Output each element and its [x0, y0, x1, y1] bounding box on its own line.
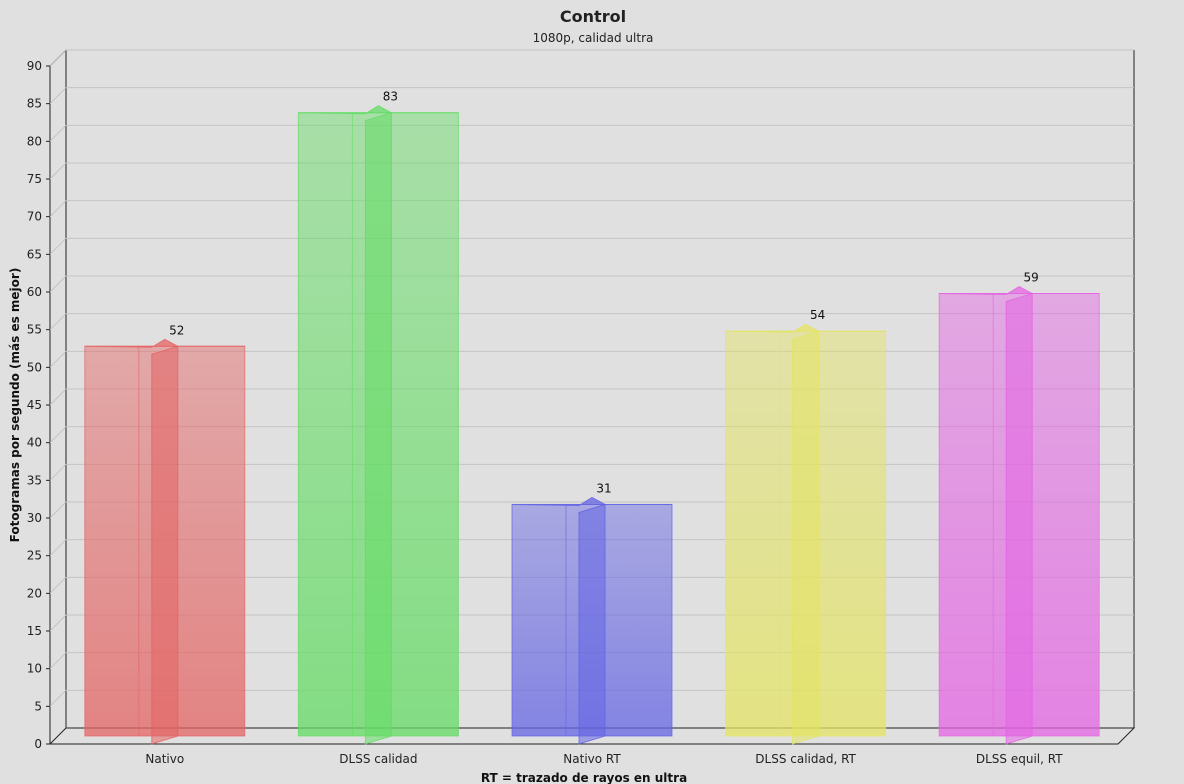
x-axis-label: RT = trazado de rayos en ultra	[481, 771, 687, 784]
gridline-side	[49, 388, 67, 406]
x-category-label: DLSS calidad, RT	[755, 752, 856, 766]
y-tick-label: 75	[27, 172, 42, 186]
x-category-label: Nativo RT	[563, 752, 621, 766]
data-label: 59	[1024, 271, 1039, 285]
bar-spine	[1005, 292, 1033, 745]
chart-title: Control	[560, 7, 626, 26]
bar-nativo-rt	[511, 496, 673, 745]
bar-cap	[84, 338, 245, 348]
data-label: 83	[383, 90, 398, 104]
y-tick-label: 40	[27, 436, 42, 450]
bar-spine	[792, 330, 820, 745]
y-tick-label: 55	[27, 323, 42, 337]
chart-subtitle: 1080p, calidad ultra	[533, 31, 654, 45]
bar-dlss-equil-rt	[938, 285, 1100, 745]
y-tick-label: 50	[27, 360, 42, 374]
gridline-side	[49, 501, 67, 519]
bar-dlss-calidad-rt	[725, 323, 887, 745]
x-category-label: DLSS calidad	[339, 752, 417, 766]
data-label: 31	[596, 481, 611, 495]
y-tick-label: 80	[27, 134, 42, 148]
gridline-side	[49, 576, 67, 594]
y-tick-label: 90	[27, 59, 42, 73]
y-tick-label: 65	[27, 247, 42, 261]
bar-cap	[939, 285, 1100, 296]
gridline-side	[49, 350, 67, 368]
x-category-label: Nativo	[145, 752, 184, 766]
gridline-side	[49, 614, 67, 632]
gridline-side	[49, 237, 67, 255]
gridline-side	[49, 87, 67, 105]
y-tick-label: 15	[27, 624, 42, 638]
data-labels: 52 83 31 54 59	[169, 90, 1039, 496]
gridline-side	[49, 689, 67, 707]
y-tick-label: 85	[27, 97, 42, 111]
gridline-side	[49, 463, 67, 481]
gridline-side	[49, 124, 67, 142]
bar-cap	[298, 105, 459, 115]
gridline-side	[49, 539, 67, 557]
y-tick-label: 45	[27, 398, 42, 412]
y-tick-label: 5	[34, 699, 42, 713]
x-axis-categories: Nativo DLSS calidad Nativo RT DLSS calidad,…	[145, 752, 1063, 766]
bar-spine	[151, 345, 179, 745]
y-tick-label: 30	[27, 511, 42, 525]
y-tick-label: 0	[34, 737, 42, 751]
y-tick-label: 20	[27, 586, 42, 600]
y-tick-label: 35	[27, 473, 42, 487]
y-tick-label: 10	[27, 662, 42, 676]
gridline-side	[49, 426, 67, 444]
y-tick-label: 60	[27, 285, 42, 299]
y-tick-label: 70	[27, 210, 42, 224]
y-tick-label: 25	[27, 549, 42, 563]
gridline-side	[49, 313, 67, 331]
bar-nativo	[84, 338, 246, 745]
data-label: 52	[169, 323, 184, 337]
gridline-side	[49, 652, 67, 670]
data-label: 54	[810, 308, 825, 322]
y-axis-label: Fotogramas por segundo (más es mejor)	[8, 268, 22, 543]
bar-dlss-calidad	[297, 105, 459, 745]
y-axis-ticks: 0 5 10 15 20 25 30 35 40 45 50 55 60 65 70 75 80 85 90	[27, 59, 50, 751]
gridline-side	[49, 200, 67, 218]
gridline-side	[49, 162, 67, 180]
bar-cap	[511, 496, 672, 506]
gridline-side	[49, 275, 67, 293]
gridline-side	[49, 49, 67, 67]
bar-cap	[725, 323, 886, 333]
bar-spine	[364, 112, 392, 745]
x-category-label: DLSS equil, RT	[976, 752, 1063, 766]
bar-spine	[578, 503, 606, 745]
bars	[84, 105, 1100, 745]
